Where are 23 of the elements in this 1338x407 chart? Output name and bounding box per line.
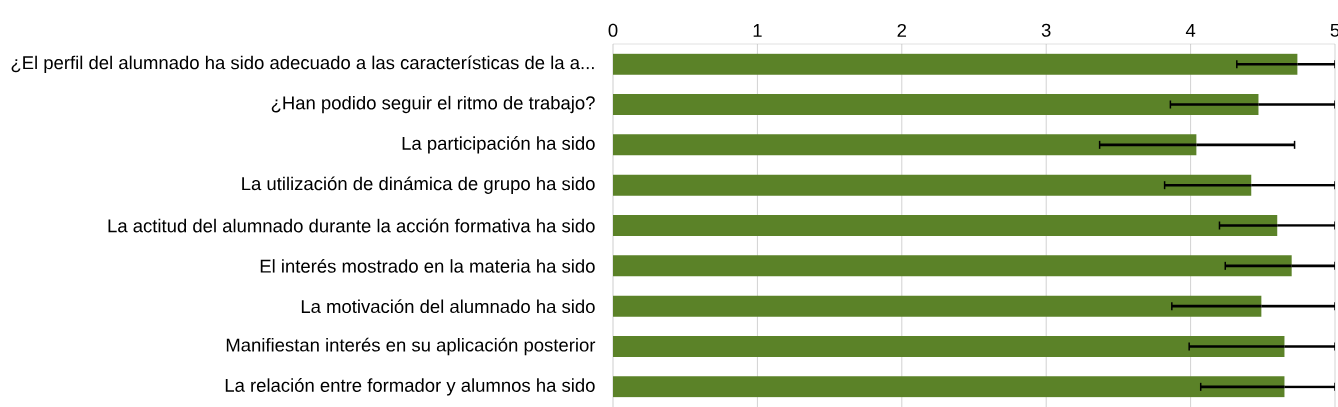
y-tick-label: La motivación del alumnado ha sido	[301, 299, 595, 314]
y-tick-label: Manifiestan interés en su aplicación posterior	[226, 337, 596, 356]
x-tick-label: 4	[1185, 24, 1196, 37]
y-tick-label: ¿Han podido seguir el ritmo de trabajo?	[271, 95, 595, 114]
bar	[613, 295, 1262, 317]
y-tick-label: La utilización de dinámica de grupo ha sido	[242, 176, 595, 194]
bar	[613, 134, 1197, 156]
bar	[613, 336, 1285, 358]
bar	[613, 376, 1285, 398]
bar	[613, 53, 1298, 75]
y-tick-label: El interés mostrado en la materia ha sido	[260, 258, 595, 273]
x-tick-label: 3	[1041, 23, 1051, 37]
bar	[613, 94, 1259, 116]
y-tick-label: La participación ha sido	[402, 136, 595, 154]
bar	[613, 255, 1292, 277]
x-tick-label: 2	[897, 23, 907, 37]
bar	[613, 174, 1252, 196]
y-tick-label: ¿El perfil del alumnado ha sido adecuado a las características de la a...	[11, 55, 594, 73]
y-tick-label: La relación entre formador y alumnos ha sido	[225, 378, 595, 396]
y-tick-label: La actitud del alumnado durante la acción formativa ha sido	[108, 218, 595, 233]
bar	[613, 215, 1278, 237]
x-tick-label: 1	[753, 24, 762, 37]
x-tick-label: 0	[608, 23, 618, 37]
